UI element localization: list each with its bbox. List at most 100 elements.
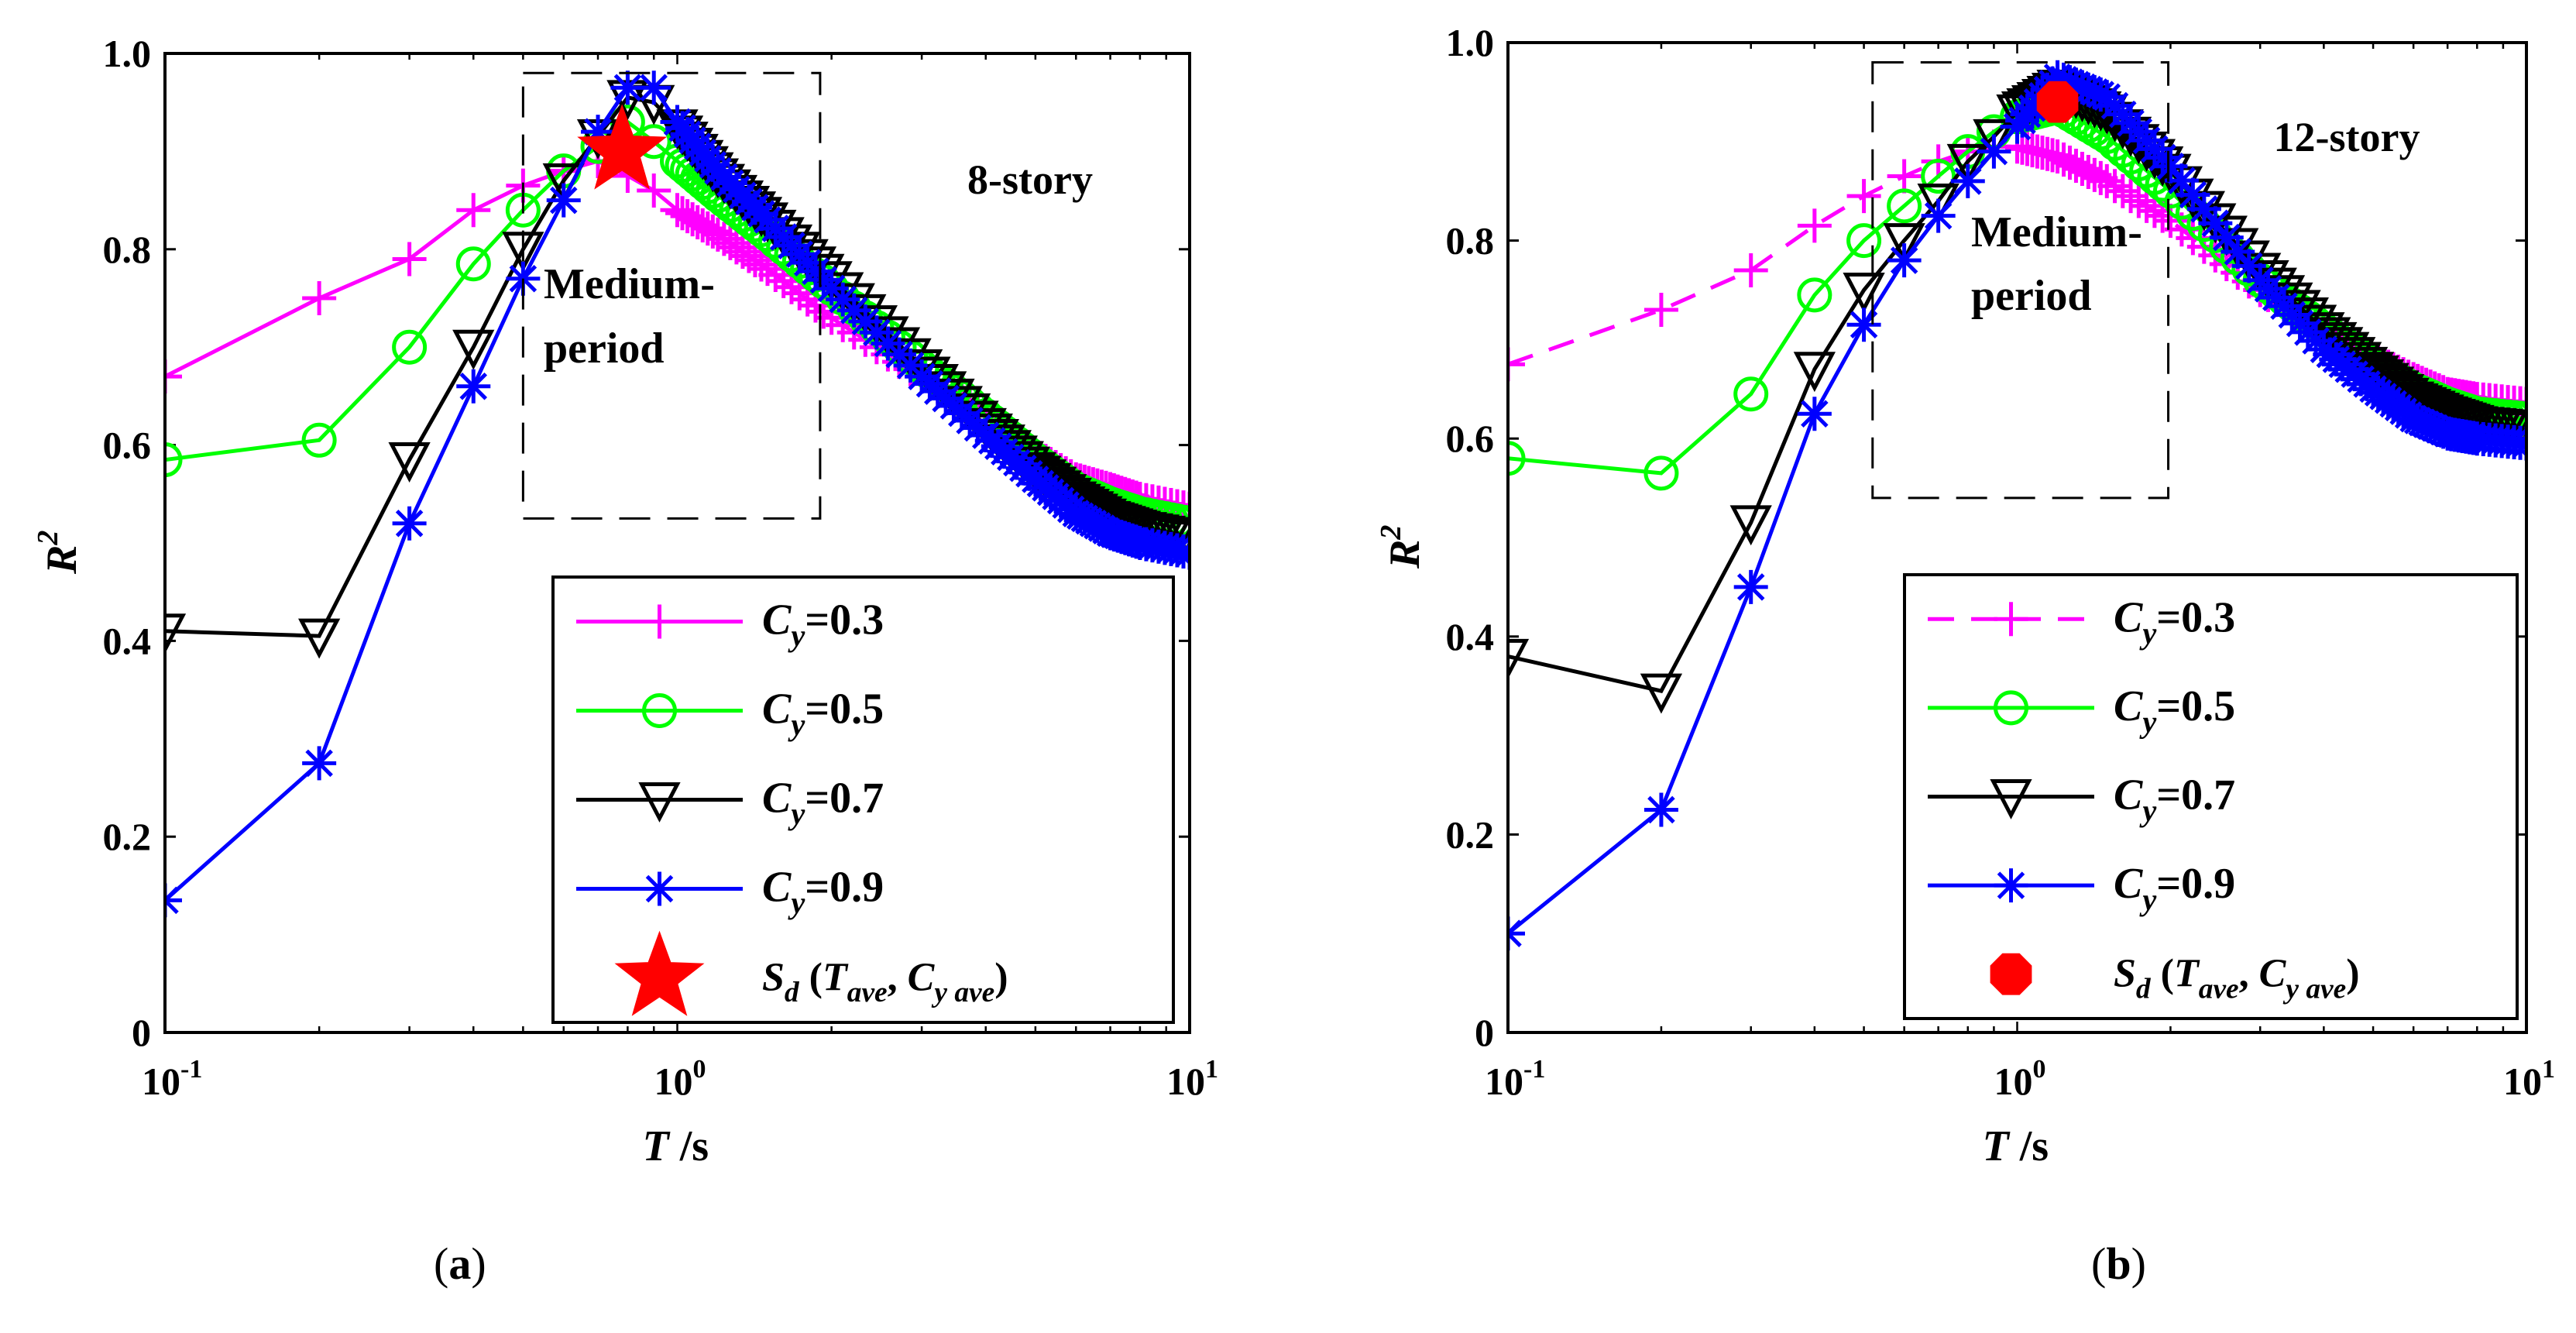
data-point — [1119, 524, 1154, 559]
data-point — [2046, 62, 2081, 97]
data-point — [2164, 163, 2199, 198]
data-point — [165, 442, 183, 478]
data-point — [2299, 323, 2334, 358]
y-tick-label: 0.8 — [103, 228, 152, 271]
data-point — [1089, 514, 1123, 548]
data-point — [2065, 70, 2100, 105]
data-point — [610, 70, 645, 105]
data-point — [1843, 273, 1885, 313]
data-point — [392, 506, 427, 541]
legend-marker — [642, 871, 677, 906]
data-point — [456, 193, 491, 228]
data-point — [1643, 293, 1678, 328]
data-point — [2145, 140, 2180, 175]
data-point — [2221, 234, 2255, 269]
legend-label-Cy=0.3: Cy=0.3 — [762, 596, 884, 654]
chart-panel-a: 0 0.2 0.4 0.6 0.8 1.0 10-1 100 101 T /s R2 Medium-p… — [32, 32, 1218, 1170]
data-point — [1166, 534, 1190, 569]
data-point — [1846, 223, 1882, 259]
data-point — [737, 243, 772, 278]
data-point — [1733, 376, 1769, 412]
y-tick-label: 0.6 — [1446, 417, 1495, 460]
data-point — [1733, 253, 1768, 287]
data-point — [744, 196, 778, 231]
data-point — [2059, 67, 2093, 102]
data-point — [2077, 157, 2112, 192]
data-point — [1946, 143, 1989, 184]
x-tick-label: 10-1 — [142, 1055, 202, 1103]
legend-marker — [642, 604, 677, 639]
data-point — [1640, 673, 1683, 714]
legend-label-Cy=0.7: Cy=0.7 — [2114, 771, 2235, 829]
data-point — [806, 263, 841, 297]
data-point — [301, 422, 337, 458]
legend: Cy=0.3Cy=0.5Cy=0.7Cy=0.9Sd (Tave, Cy ave… — [1903, 573, 2519, 1020]
data-point — [1797, 277, 1832, 313]
data-point — [1508, 347, 1525, 382]
legend-marker — [1994, 868, 2028, 903]
data-point — [1797, 397, 1832, 431]
data-point — [1846, 307, 1881, 342]
data-point — [893, 348, 928, 383]
legend-marker-special — [1990, 953, 2032, 995]
data-point — [2321, 327, 2364, 368]
data-point — [2426, 414, 2461, 449]
data-point — [2186, 191, 2221, 226]
caption-a: (a) — [434, 1239, 486, 1289]
data-point — [1797, 208, 1832, 243]
data-point — [455, 246, 491, 282]
data-point — [1921, 159, 1956, 194]
legend-label-Cy=0.5: Cy=0.5 — [762, 685, 884, 743]
plot-area — [165, 70, 1190, 918]
legend-label-Cy=0.9: Cy=0.9 — [762, 864, 884, 921]
data-point — [2083, 77, 2118, 112]
data-point — [165, 359, 182, 394]
y-tick-label: 1.0 — [103, 32, 152, 75]
data-point — [2176, 177, 2210, 212]
data-point — [388, 442, 431, 483]
legend-label-special: Sd (Tave, Cy ave) — [2114, 952, 2360, 1005]
y-tick-label: 0 — [132, 1011, 151, 1054]
data-point — [1508, 638, 1530, 679]
data-point — [1973, 119, 2015, 160]
data-point — [2231, 249, 2266, 283]
data-point — [1508, 441, 1526, 476]
medium-period-region — [521, 71, 822, 520]
data-point — [298, 618, 341, 659]
medium-period-region — [1871, 61, 2170, 500]
data-point — [1846, 179, 1881, 214]
legend-marker — [638, 782, 681, 823]
data-point — [165, 613, 187, 654]
y-tick-label: 0.2 — [103, 815, 152, 858]
x-tick-label: 101 — [2503, 1055, 2555, 1103]
data-point — [2052, 65, 2087, 100]
data-point — [637, 173, 671, 208]
data-point — [1729, 505, 1772, 546]
data-point — [2205, 215, 2248, 256]
y-tick-label: 0.4 — [103, 619, 152, 662]
data-point — [546, 183, 581, 218]
data-point — [1643, 455, 1679, 491]
legend-label-Cy=0.5: Cy=0.5 — [2114, 682, 2235, 740]
data-point — [960, 411, 995, 445]
data-point — [1977, 134, 2011, 169]
data-point — [2077, 74, 2112, 109]
x-axis-label: T /s — [1983, 1122, 2049, 1170]
x-tick-label: 101 — [1166, 1055, 1218, 1103]
region-label-line1: Medium- — [544, 260, 715, 308]
data-point — [637, 70, 671, 105]
data-point — [581, 115, 616, 149]
data-point — [1793, 352, 1836, 393]
y-tick-label: 0.4 — [1446, 615, 1495, 658]
data-point — [302, 746, 337, 781]
data-point — [1883, 223, 1925, 263]
data-point — [1921, 198, 1956, 233]
data-point — [392, 329, 428, 365]
x-axis-label: T /s — [643, 1122, 709, 1170]
story-annotation: 8-story — [967, 156, 1093, 203]
legend-marker-special — [614, 930, 705, 1016]
legend-marker — [642, 693, 677, 728]
story-annotation: 12-story — [2274, 114, 2420, 160]
data-point — [2217, 228, 2259, 269]
